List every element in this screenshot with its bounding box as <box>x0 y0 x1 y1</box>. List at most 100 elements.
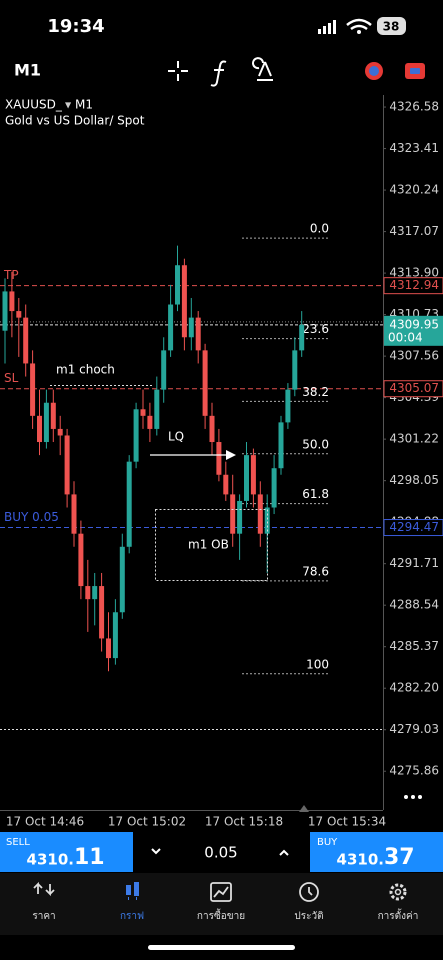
crosshair-button[interactable] <box>168 61 188 81</box>
candle-body <box>285 389 291 423</box>
sell-price-main: 4310. <box>27 851 74 869</box>
candle-body <box>64 435 70 495</box>
candle-body <box>292 350 298 390</box>
fib-label: 50.0 <box>302 437 329 451</box>
price-tag-label: 4312.94 <box>389 278 439 292</box>
candle-body <box>30 363 36 416</box>
history-icon <box>299 882 319 902</box>
fib-label: 38.2 <box>302 385 329 399</box>
wifi-dot <box>357 30 361 34</box>
candle-body <box>202 350 208 416</box>
nav-item[interactable]: การตั้งค่า <box>378 908 419 922</box>
indicators-button[interactable] <box>210 60 227 87</box>
volume-up[interactable] <box>279 849 289 856</box>
candle-body <box>250 455 256 495</box>
candle-body <box>43 402 49 443</box>
price-line-label: TP <box>3 268 19 282</box>
settings-hub <box>394 888 402 896</box>
y-tick-label: 4320.24 <box>389 183 439 197</box>
nav-item[interactable]: ราคา <box>32 911 55 922</box>
price-tag-label: 4305.07 <box>389 381 439 395</box>
price-tag <box>383 519 443 537</box>
symbol-dropdown[interactable]: ▼ <box>65 101 72 110</box>
nav-item[interactable]: ประวัติ <box>294 911 323 922</box>
volume[interactable]: 0.05 <box>204 844 237 862</box>
candle-body <box>257 494 263 534</box>
candle-body <box>16 311 22 318</box>
candle-body <box>9 291 15 312</box>
fib-label: 78.6 <box>302 564 329 578</box>
scroll-marker <box>299 805 309 812</box>
candle-body <box>264 507 270 534</box>
buy-label: BUY <box>317 837 338 848</box>
home-indicator <box>148 945 295 950</box>
annotation: m1 choch <box>56 363 115 377</box>
more-button[interactable] <box>404 795 422 799</box>
y-tick-label: 4317.07 <box>389 224 439 238</box>
objects-button[interactable] <box>252 57 273 81</box>
price-tag <box>383 277 443 295</box>
candle-body <box>57 428 63 436</box>
nav-item[interactable]: กราฟ <box>120 911 144 922</box>
candle-body <box>106 638 111 659</box>
timeframe-button[interactable]: M1 <box>14 61 41 80</box>
candle-body <box>181 265 187 338</box>
y-tick-label: 4298.05 <box>389 473 439 487</box>
y-tick-label: 4282.20 <box>389 681 439 695</box>
candle-body <box>223 474 229 495</box>
volume-down[interactable] <box>151 848 161 855</box>
price-tag <box>383 380 443 398</box>
candle-body <box>140 409 146 416</box>
buy-price-main: 4310. <box>337 851 384 869</box>
annotation: m1 OB <box>188 538 229 552</box>
candle-body <box>99 586 105 639</box>
y-tick-label: 4313.90 <box>389 266 439 280</box>
quotes-icon <box>33 881 55 897</box>
y-tick-label: 4285.37 <box>389 639 439 653</box>
fib-label: 100 <box>306 657 329 671</box>
nav-item[interactable]: การซื้อขาย <box>197 908 245 922</box>
sell-label: SELL <box>6 837 30 848</box>
battery <box>377 17 406 35</box>
candle-body <box>133 409 139 462</box>
countdown: 00:04 <box>388 330 423 344</box>
fib-label: 23.6 <box>302 322 329 336</box>
symbol-description: Gold vs US Dollar/ Spot <box>5 114 145 128</box>
candle-body <box>216 442 222 475</box>
x-tick-label: 17 Oct 15:02 <box>108 815 186 829</box>
chart-icon <box>126 882 139 900</box>
candle-body <box>37 415 42 443</box>
candle-body <box>78 533 84 587</box>
x-tick-label: 17 Oct 15:18 <box>205 815 283 829</box>
price-line-label: SL <box>4 371 19 385</box>
candle-body <box>175 265 180 305</box>
y-tick-label: 4279.03 <box>389 722 439 736</box>
y-tick-label: 4323.41 <box>389 141 439 155</box>
settings-icon <box>389 883 407 901</box>
buy-button[interactable] <box>310 832 443 872</box>
trade-icon-line <box>213 886 229 898</box>
trade-icon <box>210 882 232 902</box>
candle-body <box>188 317 194 338</box>
fib-label: 0.0 <box>310 222 329 236</box>
candle-body <box>230 494 236 534</box>
candle-body <box>209 415 215 443</box>
candle-body <box>244 455 249 501</box>
chart-mode-inner <box>369 66 379 76</box>
sell-button[interactable] <box>0 832 133 872</box>
price-line-label: BUY 0.05 <box>4 510 59 524</box>
wifi-icon <box>346 18 372 31</box>
candle-body <box>112 612 118 659</box>
candle-body <box>271 468 277 508</box>
candle-body <box>2 291 8 331</box>
candle-body <box>126 461 132 547</box>
history-hands <box>308 887 313 896</box>
trade-button-inner <box>410 68 420 74</box>
signal-icon <box>318 20 336 34</box>
candle-body <box>168 304 174 351</box>
candle-body <box>299 324 305 351</box>
candle-body <box>92 586 98 600</box>
